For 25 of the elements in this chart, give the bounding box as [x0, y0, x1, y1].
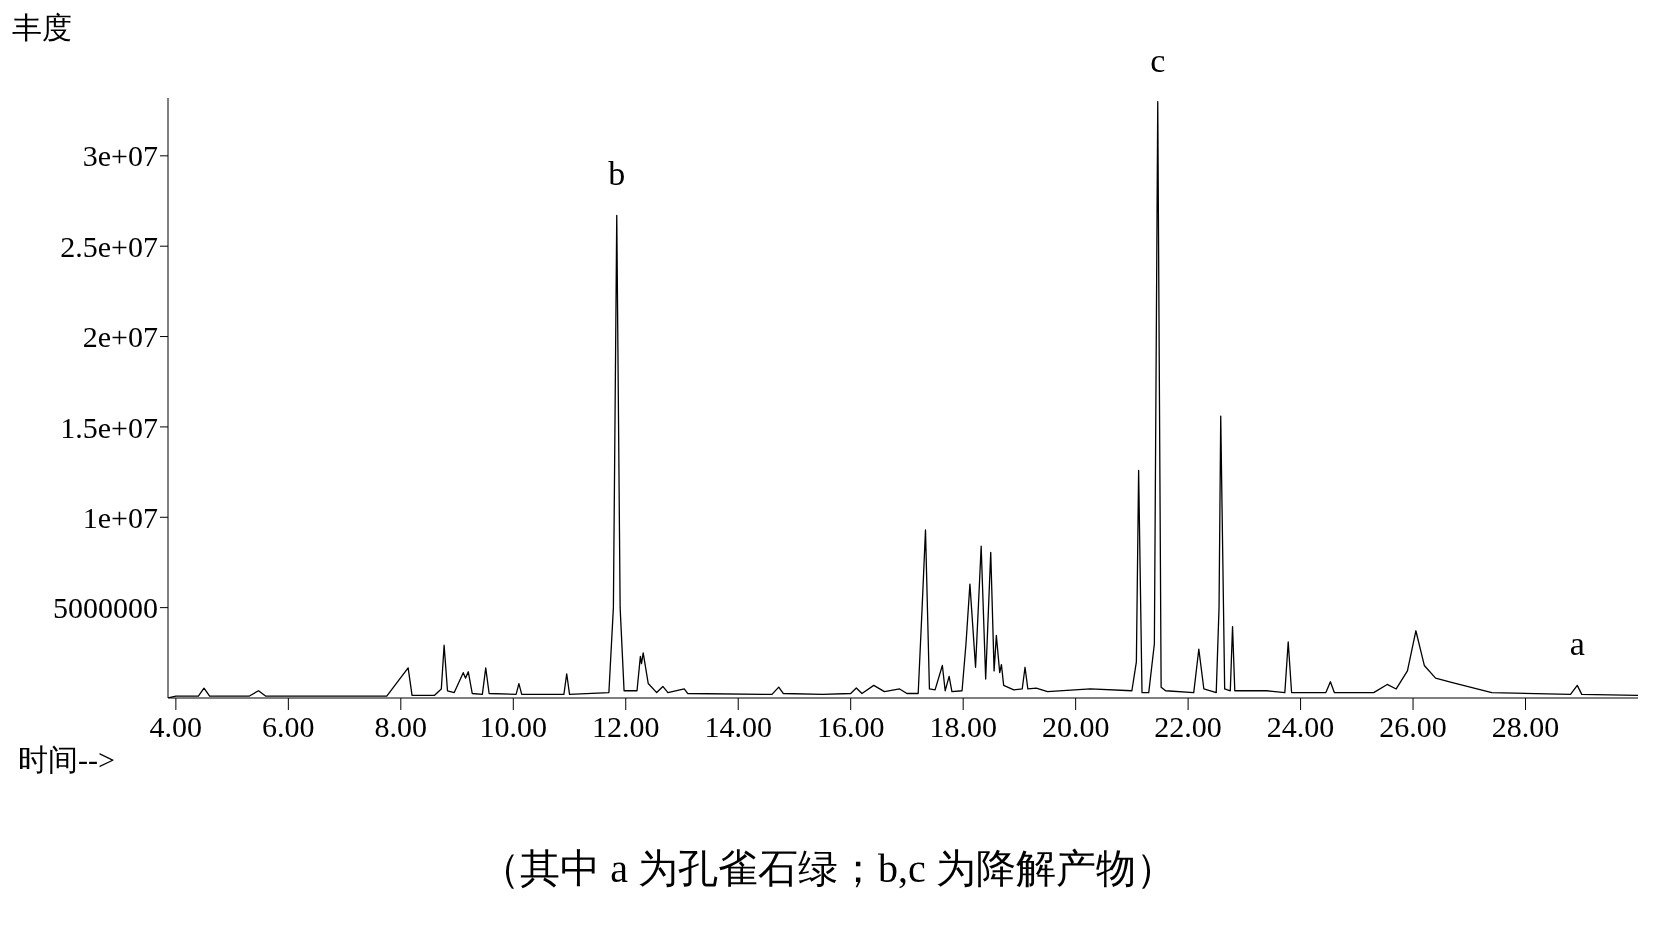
y-tick-label: 2e+07 — [82, 320, 158, 354]
x-tick-label: 14.00 — [704, 710, 772, 744]
annotation: a — [1569, 625, 1585, 663]
x-tick-label: 4.00 — [149, 710, 203, 744]
x-tick-label: 12.00 — [592, 710, 660, 744]
y-tick-label: 5000000 — [53, 591, 158, 625]
x-tick-label: 18.00 — [929, 710, 997, 744]
x-tick-label: 22.00 — [1154, 710, 1222, 744]
text: （其中 a 为孔雀石绿；b,c 为降解产物） — [479, 845, 1177, 893]
y-tick-label: 1e+07 — [82, 500, 158, 534]
annotation: c — [1150, 41, 1166, 79]
x-tick-label: 10.00 — [479, 710, 548, 744]
x-tick-label: 16.00 — [816, 710, 885, 744]
y-tick-label: 2.5e+07 — [60, 229, 158, 263]
x-tick-label: 8.00 — [374, 710, 428, 744]
x-tick-label: 26.00 — [1379, 710, 1447, 744]
y-tick-label: 3e+07 — [82, 139, 158, 173]
y-tick-label: 1.5e+07 — [60, 410, 158, 444]
x-tick-label: 28.00 — [1491, 710, 1560, 744]
x-tick-label: 20.00 — [1041, 710, 1110, 744]
x-tick-label: 24.00 — [1266, 710, 1335, 744]
x-tick-label: 6.00 — [262, 710, 315, 744]
x-axis-title: 时间--> — [18, 743, 115, 776]
annotation: b — [608, 155, 626, 193]
y-axis-title: 丰度 — [12, 11, 72, 44]
